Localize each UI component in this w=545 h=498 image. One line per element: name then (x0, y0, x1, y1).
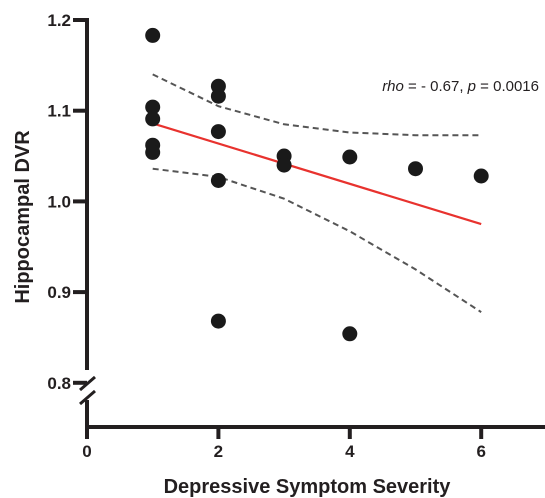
data-point (210, 88, 226, 104)
axis-break-mark (79, 389, 96, 406)
x-tick-label: 6 (476, 442, 485, 461)
data-point (342, 149, 358, 165)
data-point (210, 313, 226, 329)
data-point (210, 124, 226, 140)
data-point (145, 27, 161, 43)
rho-value: = - 0.67, (404, 78, 468, 95)
y-axis-title: Hippocampal DVR (12, 130, 34, 304)
regression-line (152, 122, 482, 226)
p-symbol: p (467, 78, 476, 95)
fit-line (152, 122, 482, 226)
p-value: = 0.0016 (476, 78, 539, 95)
data-point (342, 326, 358, 342)
data-point (210, 173, 226, 188)
correlation-annotation: rho = - 0.67, p = 0.0016 (382, 78, 539, 95)
y-tick-label: 1.2 (47, 11, 71, 30)
y-tick-label: 0.9 (47, 283, 71, 302)
data-point (145, 144, 161, 160)
y-tick-label: 1.0 (47, 192, 71, 211)
data-point (276, 157, 292, 173)
x-axis-title: Depressive Symptom Severity (164, 476, 452, 498)
axes: 0.8 0.9 1.0 1.1 1.2 0 2 4 6 (47, 11, 545, 461)
data-point (145, 99, 161, 115)
ci-lower-band (152, 167, 482, 313)
data-point (473, 168, 489, 184)
x-tick-label: 2 (214, 442, 223, 461)
y-tick-label: 0.8 (47, 374, 71, 393)
y-tick-label: 1.1 (47, 102, 71, 121)
data-point (408, 161, 423, 177)
x-tick-label: 4 (345, 442, 355, 461)
confidence-bands (152, 73, 482, 313)
rho-symbol: rho (382, 78, 404, 95)
axis-break-mark (79, 375, 96, 392)
x-tick-label: 0 (82, 442, 91, 461)
data-point (145, 111, 161, 127)
ci-upper-band (152, 73, 482, 137)
data-points (145, 27, 489, 342)
